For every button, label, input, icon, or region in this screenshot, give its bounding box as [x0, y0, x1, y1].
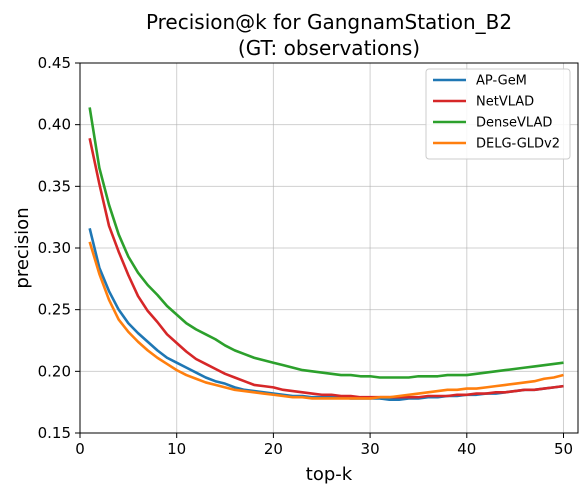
x-tick-label: 0 — [75, 440, 85, 458]
x-axis-label: top-k — [306, 464, 353, 485]
legend-label-delg-gldv2: DELG-GLDv2 — [476, 137, 560, 152]
chart-subtitle: (GT: observations) — [238, 36, 420, 60]
y-tick-label: 0.35 — [38, 177, 71, 195]
legend-label-ap-gem: AP-GeM — [476, 74, 527, 89]
y-tick-label: 0.40 — [38, 116, 71, 134]
legend: AP-GeM NetVLAD DenseVLAD DELG-GLDv2 — [425, 68, 571, 160]
x-tick-label: 30 — [361, 440, 380, 458]
legend-box — [425, 68, 571, 160]
y-axis-label: precision — [12, 207, 33, 288]
y-ticks: 0.15 0.20 0.25 0.30 0.35 0.40 0.45 — [38, 54, 80, 442]
x-tick-label: 50 — [554, 440, 573, 458]
series-line-netvlad — [88, 137, 564, 399]
legend-label-netvlad: NetVLAD — [476, 95, 534, 110]
y-tick-label: 0.30 — [38, 239, 71, 257]
x-tick-label: 20 — [264, 440, 283, 458]
y-tick-label: 0.15 — [38, 424, 71, 442]
x-tick-label: 40 — [457, 440, 476, 458]
y-tick-label: 0.25 — [38, 301, 71, 319]
series-line-densevlad — [88, 107, 564, 379]
x-tick-label: 10 — [167, 440, 186, 458]
grid — [79, 62, 578, 434]
y-tick-label: 0.45 — [38, 54, 71, 72]
chart-title: Precision@k for GangnamStation_B2 — [146, 10, 512, 34]
y-tick-label: 0.20 — [38, 362, 71, 380]
series-group — [88, 107, 564, 402]
legend-label-densevlad: DenseVLAD — [476, 116, 552, 131]
series-line-delg-gldv2 — [88, 241, 564, 400]
x-ticks: 0 10 20 30 40 50 — [75, 433, 573, 458]
